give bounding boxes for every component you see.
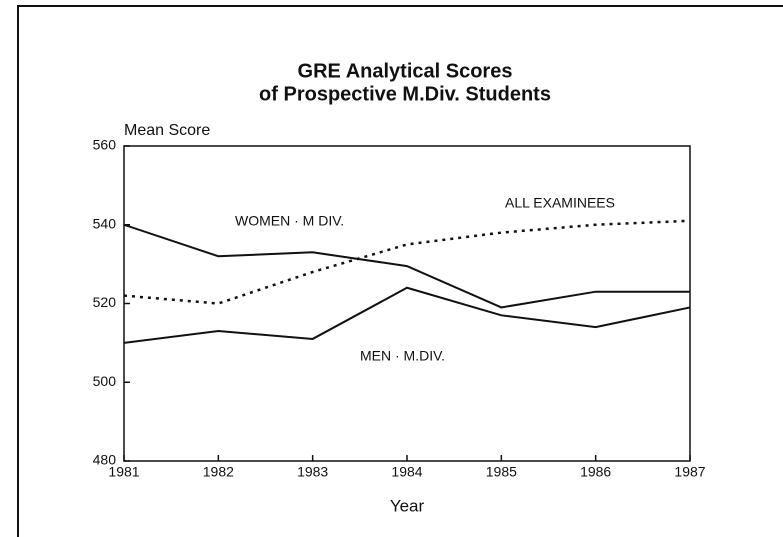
series-line [123, 223, 690, 309]
plot-area [123, 145, 691, 462]
series-label: WOMEN · M DIV. [235, 213, 344, 229]
y-tick-label: 560 [93, 137, 117, 153]
y-axis-label: Mean Score [124, 122, 210, 139]
series-label: MEN · M.DIV. [360, 348, 445, 364]
series-label: ALL EXAMINEES [505, 195, 615, 211]
x-tick-label: 1981 [108, 464, 139, 480]
series-line [123, 219, 691, 305]
chart-title: of Prospective M.Div. Students [259, 83, 551, 105]
x-tick-label: 1986 [580, 464, 611, 480]
x-tick-label: 1983 [297, 464, 328, 480]
y-tick-label: 540 [93, 215, 117, 231]
frame [17, 5, 783, 537]
x-axis-label: Year [390, 496, 425, 515]
x-tick-label: 1985 [486, 464, 517, 480]
x-tick-label: 1987 [674, 464, 705, 480]
x-tick-label: 1984 [391, 464, 422, 480]
y-tick-label: 520 [93, 294, 117, 310]
y-tick-label: 480 [93, 452, 117, 468]
y-tick-label: 500 [93, 373, 117, 389]
chart-title: GRE Analytical Scores [298, 60, 513, 82]
series-line [123, 286, 691, 344]
x-tick-label: 1982 [203, 464, 234, 480]
